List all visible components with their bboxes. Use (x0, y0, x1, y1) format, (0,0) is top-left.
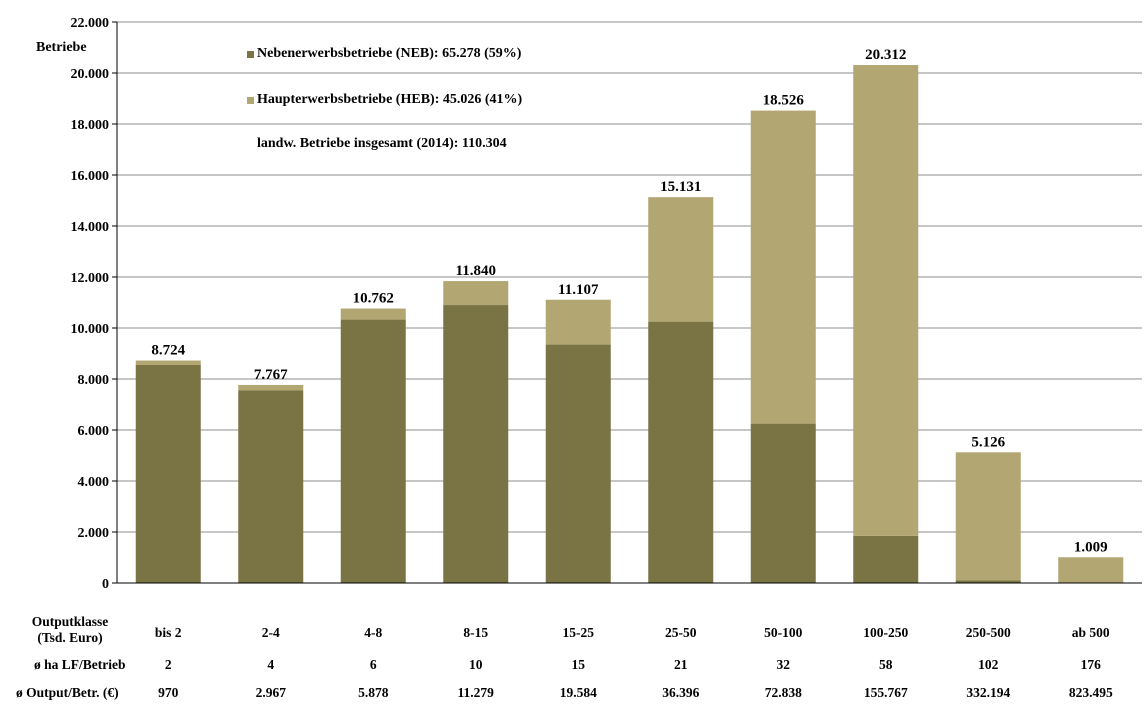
ha-cell: 2 (164, 657, 172, 672)
bar-segment-heb (545, 299, 611, 345)
output-cell: 155.767 (863, 685, 908, 700)
ha-cell: 21 (674, 657, 688, 672)
legend-label-heb: Haupterwerbsbetriebe (HEB): 45.026 (41%) (257, 92, 523, 107)
bar-segment-heb (443, 281, 509, 306)
y-tick-labels: 0 2.000 4.000 6.000 8.000 10.000 12.000 14.000 1… (71, 16, 110, 592)
y-tick-label: 12.000 (71, 271, 110, 286)
bar-total-label: 8.724 (151, 343, 185, 359)
category-cell: 100-250 (863, 625, 909, 640)
category-cell: bis 2 (154, 625, 182, 640)
bar-segment-neb (955, 580, 1021, 583)
category-cell: 25-50 (665, 625, 697, 640)
ha-cell: 102 (978, 657, 999, 672)
bar-segment-heb (1058, 557, 1124, 583)
category-cell: 50-100 (764, 625, 803, 640)
legend-item-neb: Nebenerwerbsbetriebe (NEB): 65.278 (59%) (247, 46, 521, 62)
legend-total-note: landw. Betriebe insgesamt (2014): 110.30… (257, 136, 507, 151)
bar-segment-neb (135, 364, 201, 583)
ha-row-label: ø ha LF/Betrieb (34, 657, 126, 672)
y-tick-label: 10.000 (71, 322, 110, 337)
output-cell: 72.838 (764, 685, 802, 700)
y-tick-label: 16.000 (71, 169, 110, 184)
output-cell: 19.584 (559, 685, 597, 700)
y-tick-label: 6.000 (78, 424, 110, 439)
category-cell: 4-8 (364, 625, 383, 640)
bar-segment-heb (648, 197, 714, 322)
y-tick-label: 2.000 (78, 526, 110, 541)
bar-total-label: 5.126 (971, 434, 1005, 450)
bar-segment-neb (340, 319, 406, 583)
y-tick-label: 8.000 (78, 373, 110, 388)
axes (116, 22, 1142, 584)
bar-total-label: 1.009 (1074, 539, 1108, 555)
bar-segment-heb (238, 384, 304, 391)
bar-segment-neb (750, 423, 816, 583)
bar-segment-heb (955, 452, 1021, 581)
bar-segment-heb (340, 308, 406, 320)
bar-total-label: 15.131 (660, 179, 701, 195)
category-cell: 8-15 (463, 625, 489, 640)
output-cell: 36.396 (662, 685, 700, 700)
category-cell: 2-4 (261, 625, 280, 640)
ha-row: ø ha LF/Betrieb 2 4 6 10 15 21 32 58 102 176 (0, 657, 1145, 675)
ha-cell: 58 (879, 657, 893, 672)
y-tick-label: 0 (102, 577, 109, 592)
ha-cell: 15 (571, 657, 586, 672)
ha-cell: 4 (267, 657, 275, 672)
bar-segment-heb (135, 360, 201, 365)
bar-segment-neb (545, 344, 611, 583)
category-cell: 250-500 (965, 625, 1011, 640)
bar-segment-heb (750, 110, 816, 424)
bar-total-label: 18.526 (763, 93, 805, 109)
bar-total-label: 7.767 (254, 367, 288, 383)
category-row: Outputklasse (Tsd. Euro) bis 2 2-4 4-8 8-15… (0, 614, 1145, 648)
output-row: ø Output/Betr. (€) 970 2.967 5.878 11.279 19… (0, 685, 1145, 703)
bar-segment-neb (443, 305, 509, 583)
bar-segment-neb (853, 535, 919, 583)
legend-swatch-neb (247, 50, 254, 58)
output-cell: 5.878 (358, 685, 389, 700)
y-tick-label: 20.000 (71, 67, 110, 82)
output-cell: 2.967 (255, 685, 286, 700)
y-tick-label: 14.000 (71, 220, 110, 235)
bar-total-label: 11.840 (456, 263, 496, 279)
category-row-label-line2: (Tsd. Euro) (37, 630, 103, 645)
category-cell: 15-25 (562, 625, 595, 640)
output-cell: 11.279 (457, 685, 494, 700)
bars (135, 65, 1124, 583)
y-axis-title: Betriebe (36, 40, 87, 55)
bar-total-label: 20.312 (865, 47, 906, 63)
ha-cell: 10 (469, 657, 483, 672)
ha-cell: 176 (1080, 657, 1101, 672)
ha-cell: 32 (776, 657, 791, 672)
legend-swatch-heb (247, 96, 254, 104)
ha-cell: 6 (369, 657, 377, 672)
legend-item-heb: Haupterwerbsbetriebe (HEB): 45.026 (41%) (247, 92, 522, 108)
bar-segment-neb (238, 390, 304, 583)
total-labels: 8.724 7.767 10.762 11.840 11.107 15.131 18.526… (151, 47, 1107, 555)
legend-label-neb: Nebenerwerbsbetriebe (NEB): 65.278 (59%) (257, 46, 522, 61)
y-tick-label: 18.000 (71, 118, 110, 133)
category-row-label: Outputklasse (Tsd. Euro) (20, 614, 120, 646)
output-row-label: ø Output/Betr. (€) (16, 685, 119, 700)
stacked-bar-chart: 0 2.000 4.000 6.000 8.000 10.000 12.000 14.000 1… (71, 16, 1142, 592)
category-row-label-line1: Outputklasse (31, 614, 109, 629)
bar-segment-neb (648, 321, 714, 583)
category-cell: ab 500 (1071, 625, 1110, 640)
output-cell: 332.194 (966, 685, 1011, 700)
y-tick-label: 22.000 (71, 16, 110, 31)
bar-segment-heb (853, 65, 919, 536)
y-tick-label: 4.000 (78, 475, 110, 490)
output-cell: 823.495 (1068, 685, 1113, 700)
bar-total-label: 11.107 (558, 282, 599, 298)
output-cell: 970 (158, 685, 179, 700)
bar-total-label: 10.762 (353, 291, 394, 307)
